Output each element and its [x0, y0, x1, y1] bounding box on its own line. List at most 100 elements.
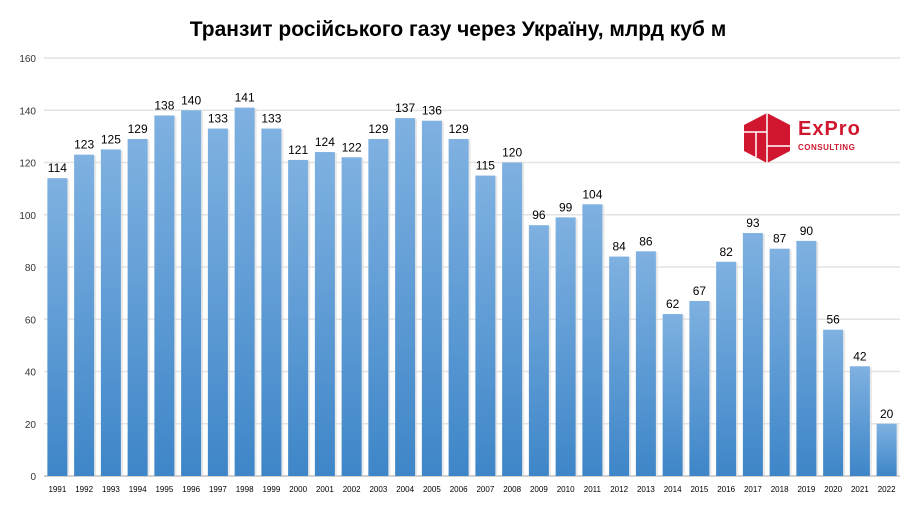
x-tick-label: 2016 — [717, 485, 735, 494]
logo-sub: CONSULTING — [798, 143, 856, 152]
y-tick-label: 140 — [19, 106, 36, 117]
bar-2021 — [849, 366, 870, 476]
bar-1997 — [207, 128, 228, 476]
bar-2022 — [876, 423, 897, 476]
bar-2019 — [796, 240, 817, 476]
data-label: 122 — [342, 140, 362, 154]
data-label: 129 — [128, 122, 148, 136]
data-label: 104 — [582, 187, 602, 201]
data-label: 42 — [853, 349, 867, 363]
x-tick-label: 1992 — [75, 485, 93, 494]
y-tick-label: 160 — [19, 54, 36, 65]
data-label: 67 — [693, 284, 707, 298]
data-label: 120 — [502, 146, 522, 160]
data-label: 20 — [880, 407, 894, 421]
data-label: 84 — [612, 240, 626, 254]
x-tick-label: 2000 — [289, 485, 307, 494]
x-tick-label: 2001 — [316, 485, 334, 494]
y-tick-label: 100 — [19, 211, 36, 222]
data-label: 121 — [288, 143, 308, 157]
x-tick-label: 1993 — [102, 485, 120, 494]
x-tick-label: 1995 — [155, 485, 173, 494]
data-label: 82 — [719, 245, 733, 259]
data-label: 99 — [559, 200, 573, 214]
data-label: 141 — [235, 91, 255, 105]
bar-2002 — [341, 157, 362, 476]
data-label: 140 — [181, 93, 201, 107]
bar-2015 — [689, 300, 710, 476]
y-tick-label: 60 — [25, 315, 37, 326]
logo-hexagon-icon — [744, 113, 790, 163]
x-tick-label: 2003 — [369, 485, 387, 494]
x-tick-label: 2006 — [450, 485, 468, 494]
x-tick-label: 2008 — [503, 485, 521, 494]
data-label: 96 — [532, 208, 546, 222]
logo-name: ExPro — [798, 118, 861, 140]
data-label: 129 — [449, 122, 469, 136]
x-tick-label: 2019 — [797, 485, 815, 494]
x-tick-label: 2021 — [851, 485, 869, 494]
bar-2018 — [769, 248, 790, 476]
bar-1992 — [74, 154, 95, 476]
bar-1999 — [261, 128, 282, 476]
bar-2013 — [635, 251, 656, 476]
bar-2010 — [555, 217, 576, 477]
expro-logo: ExPro CONSULTING — [742, 112, 892, 164]
bar-1996 — [181, 110, 202, 476]
data-label: 124 — [315, 135, 335, 149]
x-tick-label: 2004 — [396, 485, 414, 494]
x-tick-label: 1997 — [209, 485, 227, 494]
bar-2001 — [314, 152, 335, 477]
data-label: 133 — [208, 112, 228, 126]
bar-2017 — [742, 233, 763, 476]
data-label: 129 — [368, 122, 388, 136]
data-label: 137 — [395, 101, 415, 115]
x-tick-label: 2022 — [878, 485, 896, 494]
x-tick-label: 2020 — [824, 485, 842, 494]
x-tick-label: 1991 — [48, 485, 66, 494]
x-tick-label: 2002 — [343, 485, 361, 494]
x-tick-label: 2005 — [423, 485, 441, 494]
x-tick-label: 2012 — [610, 485, 628, 494]
bar-2006 — [448, 138, 469, 477]
data-label: 62 — [666, 297, 680, 311]
bar-2008 — [502, 162, 523, 476]
bar-1991 — [47, 178, 68, 477]
x-tick-label: 2015 — [690, 485, 708, 494]
data-label: 86 — [639, 234, 653, 248]
bar-2007 — [475, 175, 496, 476]
x-tick-label: 1998 — [236, 485, 254, 494]
data-label: 56 — [826, 313, 840, 327]
bar-2014 — [662, 314, 683, 476]
data-label: 114 — [48, 161, 67, 175]
y-tick-label: 20 — [25, 420, 37, 431]
chart-title: Транзит російського газу через Україну, … — [189, 18, 727, 41]
x-tick-label: 2007 — [476, 485, 494, 494]
data-label: 87 — [773, 232, 787, 246]
x-tick-label: 1996 — [182, 485, 200, 494]
data-label: 138 — [154, 98, 174, 112]
bar-1998 — [234, 107, 255, 476]
data-label: 115 — [476, 159, 495, 173]
y-tick-label: 120 — [19, 159, 36, 170]
x-tick-label: 2017 — [744, 485, 762, 494]
data-label: 93 — [746, 216, 760, 230]
data-label: 90 — [800, 224, 814, 238]
x-tick-label: 1999 — [262, 485, 280, 494]
y-tick-label: 80 — [25, 263, 37, 274]
x-tick-label: 2013 — [637, 485, 655, 494]
data-label: 136 — [422, 104, 442, 118]
y-tick-label: 0 — [30, 472, 36, 483]
bar-2012 — [609, 256, 630, 476]
x-tick-label: 2018 — [771, 485, 789, 494]
x-tick-label: 2010 — [557, 485, 575, 494]
x-tick-label: 2011 — [584, 485, 602, 494]
bar-2004 — [395, 118, 416, 477]
y-tick-label: 40 — [25, 368, 37, 379]
bar-2003 — [368, 138, 389, 477]
bar-2011 — [582, 204, 603, 477]
data-label: 125 — [101, 132, 121, 146]
data-label: 133 — [261, 112, 281, 126]
bar-2020 — [823, 329, 844, 476]
